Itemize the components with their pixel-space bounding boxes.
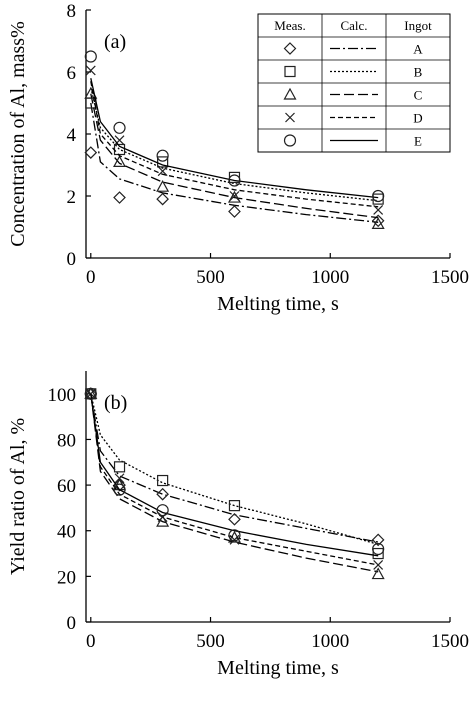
legend-ingot-label: E: [414, 134, 422, 149]
measured-point-A: [228, 205, 241, 218]
measured-point-A: [156, 192, 169, 206]
calc-curve-A: [90, 393, 379, 543]
calc-curve-E: [90, 393, 379, 557]
y-tick-label: 40: [57, 522, 76, 543]
x-tick-label: 500: [196, 267, 225, 288]
measured-point-E: [228, 529, 241, 542]
y-axis-label: Concentration of Al, mass%: [7, 21, 29, 247]
measured-point-D: [157, 166, 168, 177]
measured-point-D: [114, 473, 125, 484]
measured-point-B: [372, 193, 384, 205]
measured-point-E: [84, 50, 97, 63]
measured-point-E: [228, 174, 241, 187]
legend-header: Ingot: [404, 18, 432, 33]
calc-curve-D: [90, 81, 379, 208]
measured-point-C: [371, 217, 385, 229]
y-tick-label: 80: [57, 430, 76, 451]
legend-marker-D: [285, 112, 295, 123]
calc-curve-B: [90, 393, 379, 546]
measured-point-B: [157, 156, 169, 168]
legend-header: Calc.: [340, 18, 367, 33]
x-tick-label: 1000: [311, 631, 349, 652]
measured-point-C: [113, 155, 127, 167]
x-tick-label: 0: [86, 631, 96, 652]
measured-point-A: [113, 478, 126, 492]
calc-curve-E: [90, 78, 379, 199]
panel-a: 0 2 4 6 8 0 500 1000 1500 Melting time, s Concentr…: [7, 1, 469, 315]
measured-point-A: [84, 146, 98, 159]
measured-point-A: [156, 487, 169, 501]
measured-point-A: [228, 512, 241, 526]
measured-point-E: [113, 483, 126, 496]
y-tick-label: 20: [57, 567, 76, 588]
measured-point-B: [372, 547, 384, 560]
measured-point-C: [156, 514, 170, 527]
legend-header: Meas.: [274, 18, 305, 33]
x-tick-label: 1500: [431, 267, 469, 288]
panel-label: (b): [104, 392, 127, 414]
y-tick-label: 60: [57, 476, 76, 497]
measured-point-E: [113, 121, 126, 134]
legend-ingot-label: C: [414, 88, 423, 103]
y-tick-label: 100: [48, 385, 77, 406]
legend-marker-B: [284, 65, 296, 78]
measured-point-D: [373, 560, 384, 570]
measured-point-E: [156, 149, 169, 162]
measured-point-E: [84, 387, 97, 400]
measured-point-D: [229, 191, 240, 201]
measured-point-E: [372, 542, 385, 556]
measured-point-A: [371, 533, 385, 547]
measured-point-B: [228, 500, 241, 512]
legend-marker-C: [283, 87, 297, 100]
x-axis-label: Melting time, s: [217, 293, 339, 315]
y-tick-label: 0: [67, 613, 77, 634]
measured-point-E: [156, 504, 169, 517]
panel-label: (a): [104, 31, 126, 53]
measured-point-A: [371, 214, 385, 228]
y-tick-label: 0: [67, 249, 77, 270]
legend-ingot-label: D: [413, 111, 422, 126]
calc-curve-C: [90, 93, 379, 219]
measured-point-D: [229, 534, 240, 545]
measured-point-D: [85, 65, 96, 76]
calc-curve-B: [90, 87, 379, 202]
x-tick-label: 1000: [311, 267, 349, 288]
y-tick-label: 2: [67, 187, 77, 208]
x-tick-label: 1500: [431, 631, 469, 652]
measured-point-E: [372, 189, 385, 203]
y-axis-label: Yield ratio of Al, %: [7, 418, 29, 575]
legend-marker-A: [283, 42, 297, 55]
measured-point-C: [371, 567, 385, 580]
measured-point-B: [157, 474, 169, 487]
legend-marker-E: [283, 134, 297, 147]
legend-ingot-label: B: [414, 65, 423, 80]
x-axis-label: Melting time, s: [217, 657, 339, 679]
calc-curve-C: [90, 393, 379, 573]
measured-point-C: [227, 190, 241, 203]
measured-point-A: [113, 191, 126, 204]
measured-point-B: [113, 461, 126, 473]
legend-ingot-label: A: [413, 42, 423, 57]
measured-point-D: [373, 205, 384, 215]
y-tick-label: 8: [67, 1, 77, 22]
x-tick-label: 0: [86, 267, 96, 288]
y-tick-label: 4: [67, 125, 77, 146]
measured-point-C: [156, 179, 170, 192]
y-tick-label: 6: [67, 63, 77, 84]
x-tick-label: 500: [196, 631, 225, 652]
measured-point-D: [157, 512, 168, 522]
